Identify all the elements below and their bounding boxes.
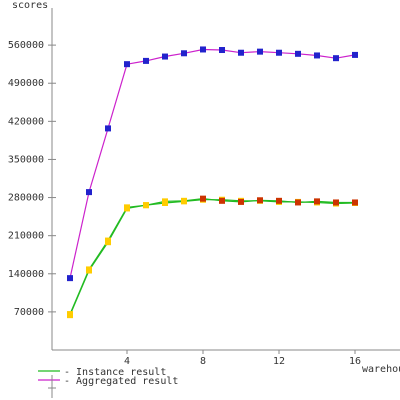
series-marker-0 bbox=[124, 61, 130, 68]
series-marker-2 bbox=[200, 195, 206, 202]
series-marker-2 bbox=[124, 205, 130, 212]
series-marker-0 bbox=[219, 47, 225, 54]
series-layer bbox=[67, 46, 358, 319]
series-marker-2 bbox=[67, 312, 73, 319]
legend-label-0: - Instance result bbox=[64, 367, 166, 378]
axes: scores warehouses 70000 140000 210000 280000 3… bbox=[8, 0, 400, 375]
series-marker-0 bbox=[162, 53, 168, 60]
series-marker-2 bbox=[333, 199, 339, 206]
x-tick-label: 12 bbox=[273, 356, 285, 367]
series-marker-0 bbox=[314, 52, 320, 59]
series-line-1 bbox=[69, 199, 356, 315]
y-tick-label: 70000 bbox=[14, 307, 44, 318]
y-tick-label: 490000 bbox=[8, 78, 44, 89]
series-marker-2 bbox=[105, 239, 111, 246]
y-tick-label: 560000 bbox=[8, 40, 44, 51]
series-marker-0 bbox=[295, 50, 301, 57]
series-marker-0 bbox=[333, 55, 339, 62]
x-tick-label: 8 bbox=[200, 356, 206, 367]
series-line-2 bbox=[69, 197, 355, 316]
series-marker-0 bbox=[105, 125, 111, 132]
series-marker-0 bbox=[276, 49, 282, 56]
x-axis-label: warehouses bbox=[362, 364, 400, 375]
series-marker-2 bbox=[257, 197, 263, 204]
series-marker-2 bbox=[238, 198, 244, 205]
series-marker-2 bbox=[276, 197, 282, 204]
y-tick-label: 140000 bbox=[8, 269, 44, 280]
series-marker-0 bbox=[181, 50, 187, 57]
series-marker-0 bbox=[200, 46, 206, 53]
series-marker-2 bbox=[86, 267, 92, 274]
legend: - Instance result- Aggregated result bbox=[38, 367, 178, 398]
series-marker-2 bbox=[162, 198, 168, 205]
series-marker-0 bbox=[143, 57, 149, 64]
series-marker-2 bbox=[295, 199, 301, 206]
series-marker-0 bbox=[352, 51, 358, 58]
series-line-0 bbox=[69, 48, 356, 279]
y-tick-label: 350000 bbox=[8, 154, 44, 165]
series-marker-0 bbox=[257, 48, 263, 55]
y-tick-label: 420000 bbox=[8, 116, 44, 127]
series-marker-0 bbox=[238, 49, 244, 56]
legend-label-1: - Aggregated result bbox=[64, 376, 178, 387]
series-marker-2 bbox=[143, 202, 149, 209]
series-marker-0 bbox=[86, 189, 92, 196]
series-marker-2 bbox=[352, 199, 358, 206]
series-marker-0 bbox=[67, 275, 73, 282]
series-marker-2 bbox=[314, 198, 320, 205]
series-marker-2 bbox=[181, 197, 187, 204]
y-tick-label: 210000 bbox=[8, 231, 44, 242]
x-tick-label: 16 bbox=[349, 356, 361, 367]
y-axis-label: scores bbox=[12, 0, 48, 11]
series-marker-2 bbox=[219, 197, 225, 204]
x-tick-label: 4 bbox=[124, 356, 130, 367]
y-tick-label: 280000 bbox=[8, 193, 44, 204]
